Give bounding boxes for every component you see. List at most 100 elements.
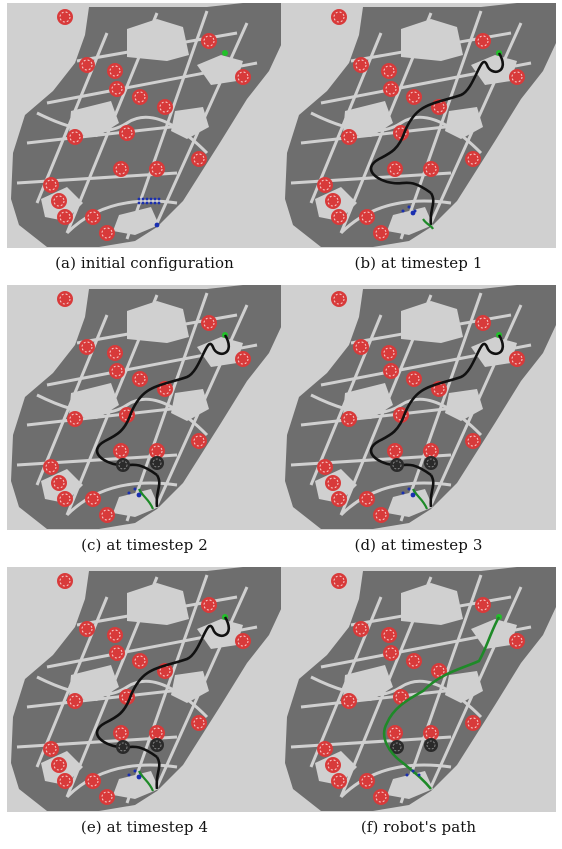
panel-caption: (c) at timestep 2 <box>81 536 208 554</box>
map-image <box>281 3 556 248</box>
hazard-icon <box>235 633 251 649</box>
hazard-icon <box>79 621 95 637</box>
discovered-obstacle-icon <box>116 740 130 754</box>
panel-d: (d) at timestep 3 <box>281 285 556 567</box>
hazard-icon <box>67 693 83 709</box>
particle-icon <box>149 197 153 201</box>
hazard-icon <box>57 209 73 225</box>
planned-path <box>370 52 505 195</box>
traversed-path <box>382 616 501 790</box>
free-space-patch <box>113 489 159 517</box>
traversed-path <box>138 488 155 510</box>
hazard-icon <box>57 9 73 25</box>
hazard-icon <box>353 621 369 637</box>
hazard-icon <box>85 209 101 225</box>
free-space-patch <box>387 489 433 517</box>
particle-icon <box>407 205 411 209</box>
hazard-icon <box>57 291 73 307</box>
hazard-icon <box>109 363 125 379</box>
hazard-icon <box>465 151 481 167</box>
free-space-patch <box>113 207 159 235</box>
hazard-icon <box>191 715 207 731</box>
traversed-path <box>412 488 429 510</box>
hazard-icon <box>331 209 347 225</box>
particle-icon <box>137 201 141 205</box>
road <box>339 576 433 798</box>
road <box>339 12 433 234</box>
hazard-icon <box>325 757 341 773</box>
hazard-icon <box>373 507 389 523</box>
hazard-icon <box>423 161 439 177</box>
road <box>36 111 209 155</box>
hazard-icon <box>475 33 491 49</box>
hazard-icon <box>341 129 357 145</box>
road <box>65 199 178 235</box>
discovered-obstacle-icon <box>390 740 404 754</box>
hazard-icon <box>132 653 148 669</box>
hazard-icon <box>99 225 115 241</box>
panel-f: (f) robot's path <box>281 567 556 849</box>
hazard-icon <box>381 345 397 361</box>
discovered-obstacle-icon <box>150 738 164 752</box>
hazard-icon <box>509 69 525 85</box>
hazard-icon <box>149 161 165 177</box>
hazard-icon <box>149 443 165 459</box>
panel-caption: (f) robot's path <box>360 818 477 836</box>
particle-icon <box>141 197 145 201</box>
planned-path <box>155 474 161 508</box>
hazard-icon <box>317 177 333 193</box>
hazard-icon <box>331 573 347 589</box>
hazard-icon <box>57 573 73 589</box>
hazard-icon <box>191 433 207 449</box>
road <box>155 22 249 224</box>
road <box>35 596 109 768</box>
hazard-icon <box>67 129 83 145</box>
road <box>309 32 383 204</box>
hazard-icon <box>341 411 357 427</box>
road <box>309 314 383 486</box>
hazard-icon <box>107 627 123 643</box>
road <box>26 685 208 709</box>
road <box>310 111 483 155</box>
hazard-icon <box>359 209 375 225</box>
particle-icon <box>405 773 409 777</box>
planned-path <box>155 756 161 790</box>
hazard-icon <box>387 443 403 459</box>
robot-icon <box>136 492 142 498</box>
particle-icon <box>153 201 157 205</box>
hazard-icon <box>465 433 481 449</box>
hazard-icon <box>235 69 251 85</box>
hazard-icon <box>331 773 347 789</box>
hazard-icon <box>383 363 399 379</box>
particle-icon <box>145 197 149 201</box>
road <box>300 121 482 145</box>
panel-caption: (e) at timestep 4 <box>80 818 209 836</box>
panel-b: (b) at timestep 1 <box>281 3 556 285</box>
road <box>310 393 483 437</box>
hazard-icon <box>341 693 357 709</box>
road <box>339 294 433 516</box>
road <box>429 304 523 506</box>
hazard-icon <box>57 491 73 507</box>
hazard-icon <box>353 57 369 73</box>
hazard-icon <box>509 633 525 649</box>
hazard-icon <box>132 89 148 105</box>
goal-icon <box>222 50 228 56</box>
hazard-icon <box>99 789 115 805</box>
hazard-icon <box>475 597 491 613</box>
hazard-icon <box>406 89 422 105</box>
hazard-icon <box>43 741 59 757</box>
particle-icon <box>141 201 145 205</box>
hazard-icon <box>113 725 129 741</box>
road <box>35 32 109 204</box>
hazard-icon <box>43 177 59 193</box>
road <box>35 314 109 486</box>
hazard-icon <box>201 597 217 613</box>
planned-path <box>429 474 435 508</box>
particle-icon <box>157 201 161 205</box>
hazard-icon <box>359 773 375 789</box>
road <box>339 763 452 799</box>
robot-icon <box>410 492 416 498</box>
hazard-icon <box>381 63 397 79</box>
hazard-icon <box>79 57 95 73</box>
